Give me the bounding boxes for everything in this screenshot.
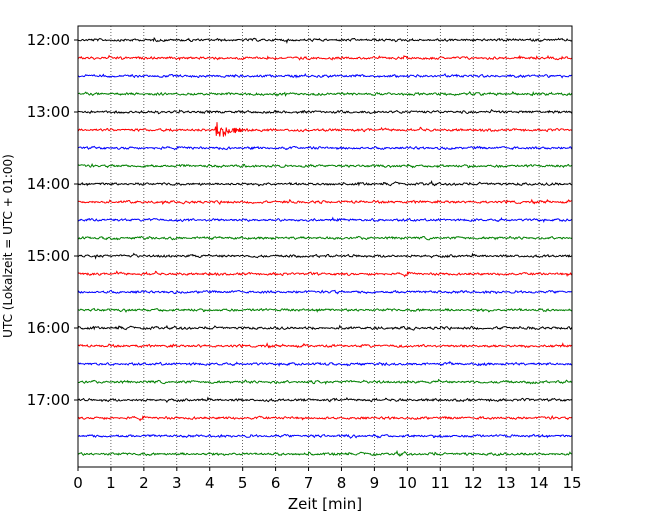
x-tick-label: 7 bbox=[304, 474, 314, 492]
x-tick-label: 3 bbox=[172, 474, 182, 492]
trace-1630 bbox=[77, 360, 573, 367]
x-axis-ticks: 0 1 2 3 4 5 6 7 8 9 10 11 12 13 14 15 bbox=[73, 467, 582, 492]
trace-1330 bbox=[77, 145, 573, 151]
trace-1530 bbox=[77, 289, 573, 295]
x-tick-label: 6 bbox=[271, 474, 281, 492]
trace-1500 bbox=[77, 252, 572, 260]
x-tick-label: 11 bbox=[431, 474, 450, 492]
trace-1600 bbox=[77, 324, 573, 331]
y-tick-label: 12:00 bbox=[27, 31, 70, 49]
y-tick-label: 15:00 bbox=[27, 247, 70, 265]
y-tick-label: 13:00 bbox=[27, 103, 70, 121]
trace-1715 bbox=[77, 415, 573, 422]
trace-1315 bbox=[77, 122, 573, 137]
x-tick-label: 0 bbox=[73, 474, 83, 492]
x-axis-label: Zeit [min] bbox=[288, 495, 362, 513]
y-axis-ticks: 12:00 13:00 14:00 15:00 16:00 17:00 bbox=[27, 31, 78, 409]
x-tick-label: 1 bbox=[106, 474, 116, 492]
trace-1245 bbox=[77, 90, 573, 97]
x-tick-label: 14 bbox=[530, 474, 549, 492]
y-tick-label: 14:00 bbox=[27, 175, 70, 193]
x-tick-label: 13 bbox=[497, 474, 516, 492]
trace-1300 bbox=[77, 109, 573, 115]
trace-1415 bbox=[77, 198, 573, 206]
x-tick-label: 8 bbox=[337, 474, 347, 492]
seismic-traces bbox=[77, 37, 573, 457]
trace-1700 bbox=[77, 396, 573, 404]
trace-1645 bbox=[77, 378, 573, 385]
y-tick-label: 16:00 bbox=[27, 319, 70, 337]
y-axis-label: UTC (Lokalzeit = UTC + 01:00) bbox=[1, 154, 15, 338]
x-tick-label: 12 bbox=[464, 474, 483, 492]
trace-1445 bbox=[77, 235, 573, 241]
trace-1430 bbox=[77, 216, 573, 224]
trace-1400 bbox=[77, 180, 573, 187]
trace-1345 bbox=[77, 163, 573, 169]
x-tick-label: 5 bbox=[238, 474, 248, 492]
x-tick-label: 2 bbox=[139, 474, 149, 492]
x-tick-label: 10 bbox=[398, 474, 417, 492]
x-tick-label: 15 bbox=[562, 474, 581, 492]
y-tick-label: 17:00 bbox=[27, 391, 70, 409]
plot-frame bbox=[77, 25, 573, 468]
x-tick-label: 9 bbox=[370, 474, 380, 492]
trace-1615 bbox=[77, 342, 572, 349]
trace-1215 bbox=[77, 54, 572, 61]
trace-1230 bbox=[77, 73, 573, 79]
trace-1200 bbox=[77, 37, 573, 45]
trace-1515 bbox=[77, 270, 573, 278]
trace-1730 bbox=[77, 433, 573, 439]
trace-1745 bbox=[77, 449, 573, 457]
x-tick-label: 4 bbox=[205, 474, 215, 492]
trace-1545 bbox=[77, 307, 573, 313]
